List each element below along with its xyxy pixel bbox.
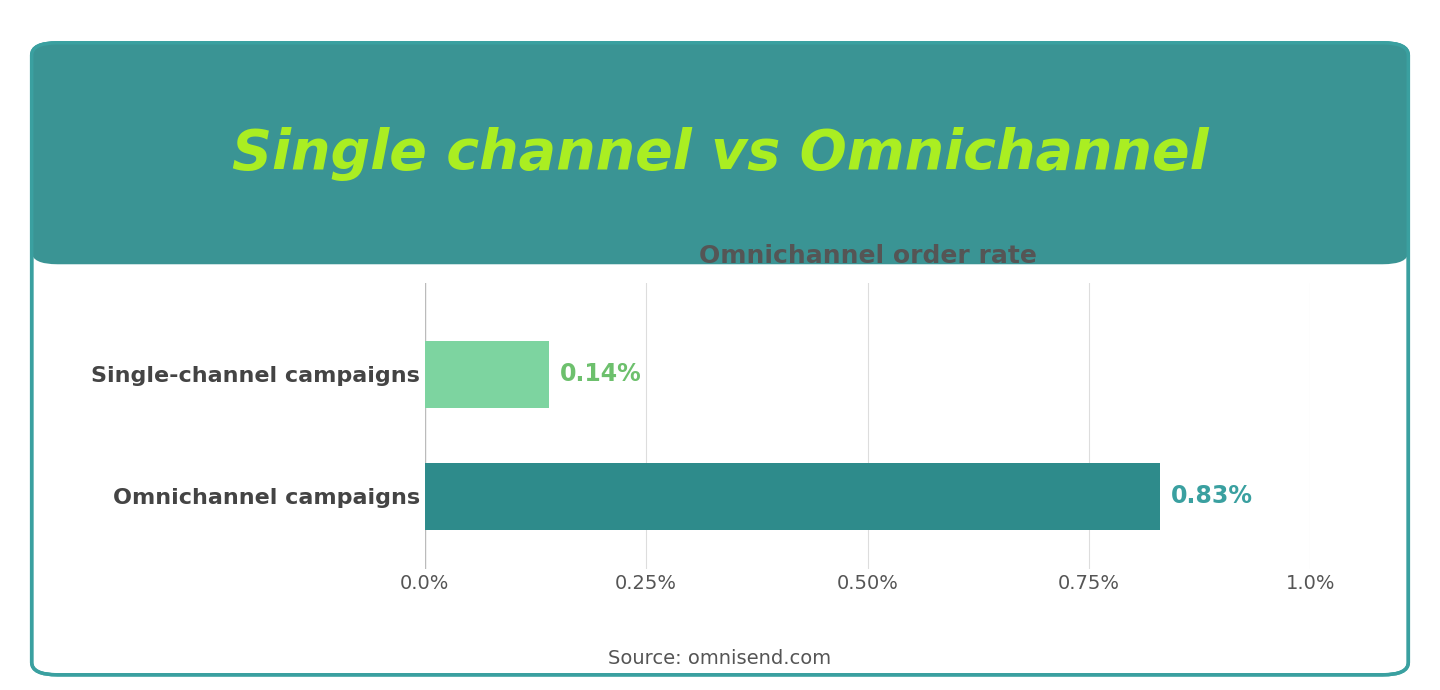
Text: Single channel vs Omnichannel: Single channel vs Omnichannel [232,126,1208,181]
Text: Source: omnisend.com: Source: omnisend.com [609,649,831,669]
FancyBboxPatch shape [32,43,1408,264]
Bar [425,462,1159,530]
FancyBboxPatch shape [32,43,1408,675]
Text: 0.83%: 0.83% [1171,484,1253,508]
Bar [425,341,549,408]
Title: Omnichannel order rate: Omnichannel order rate [698,244,1037,268]
Text: 0.14%: 0.14% [559,362,641,386]
Bar [58,153,1382,252]
